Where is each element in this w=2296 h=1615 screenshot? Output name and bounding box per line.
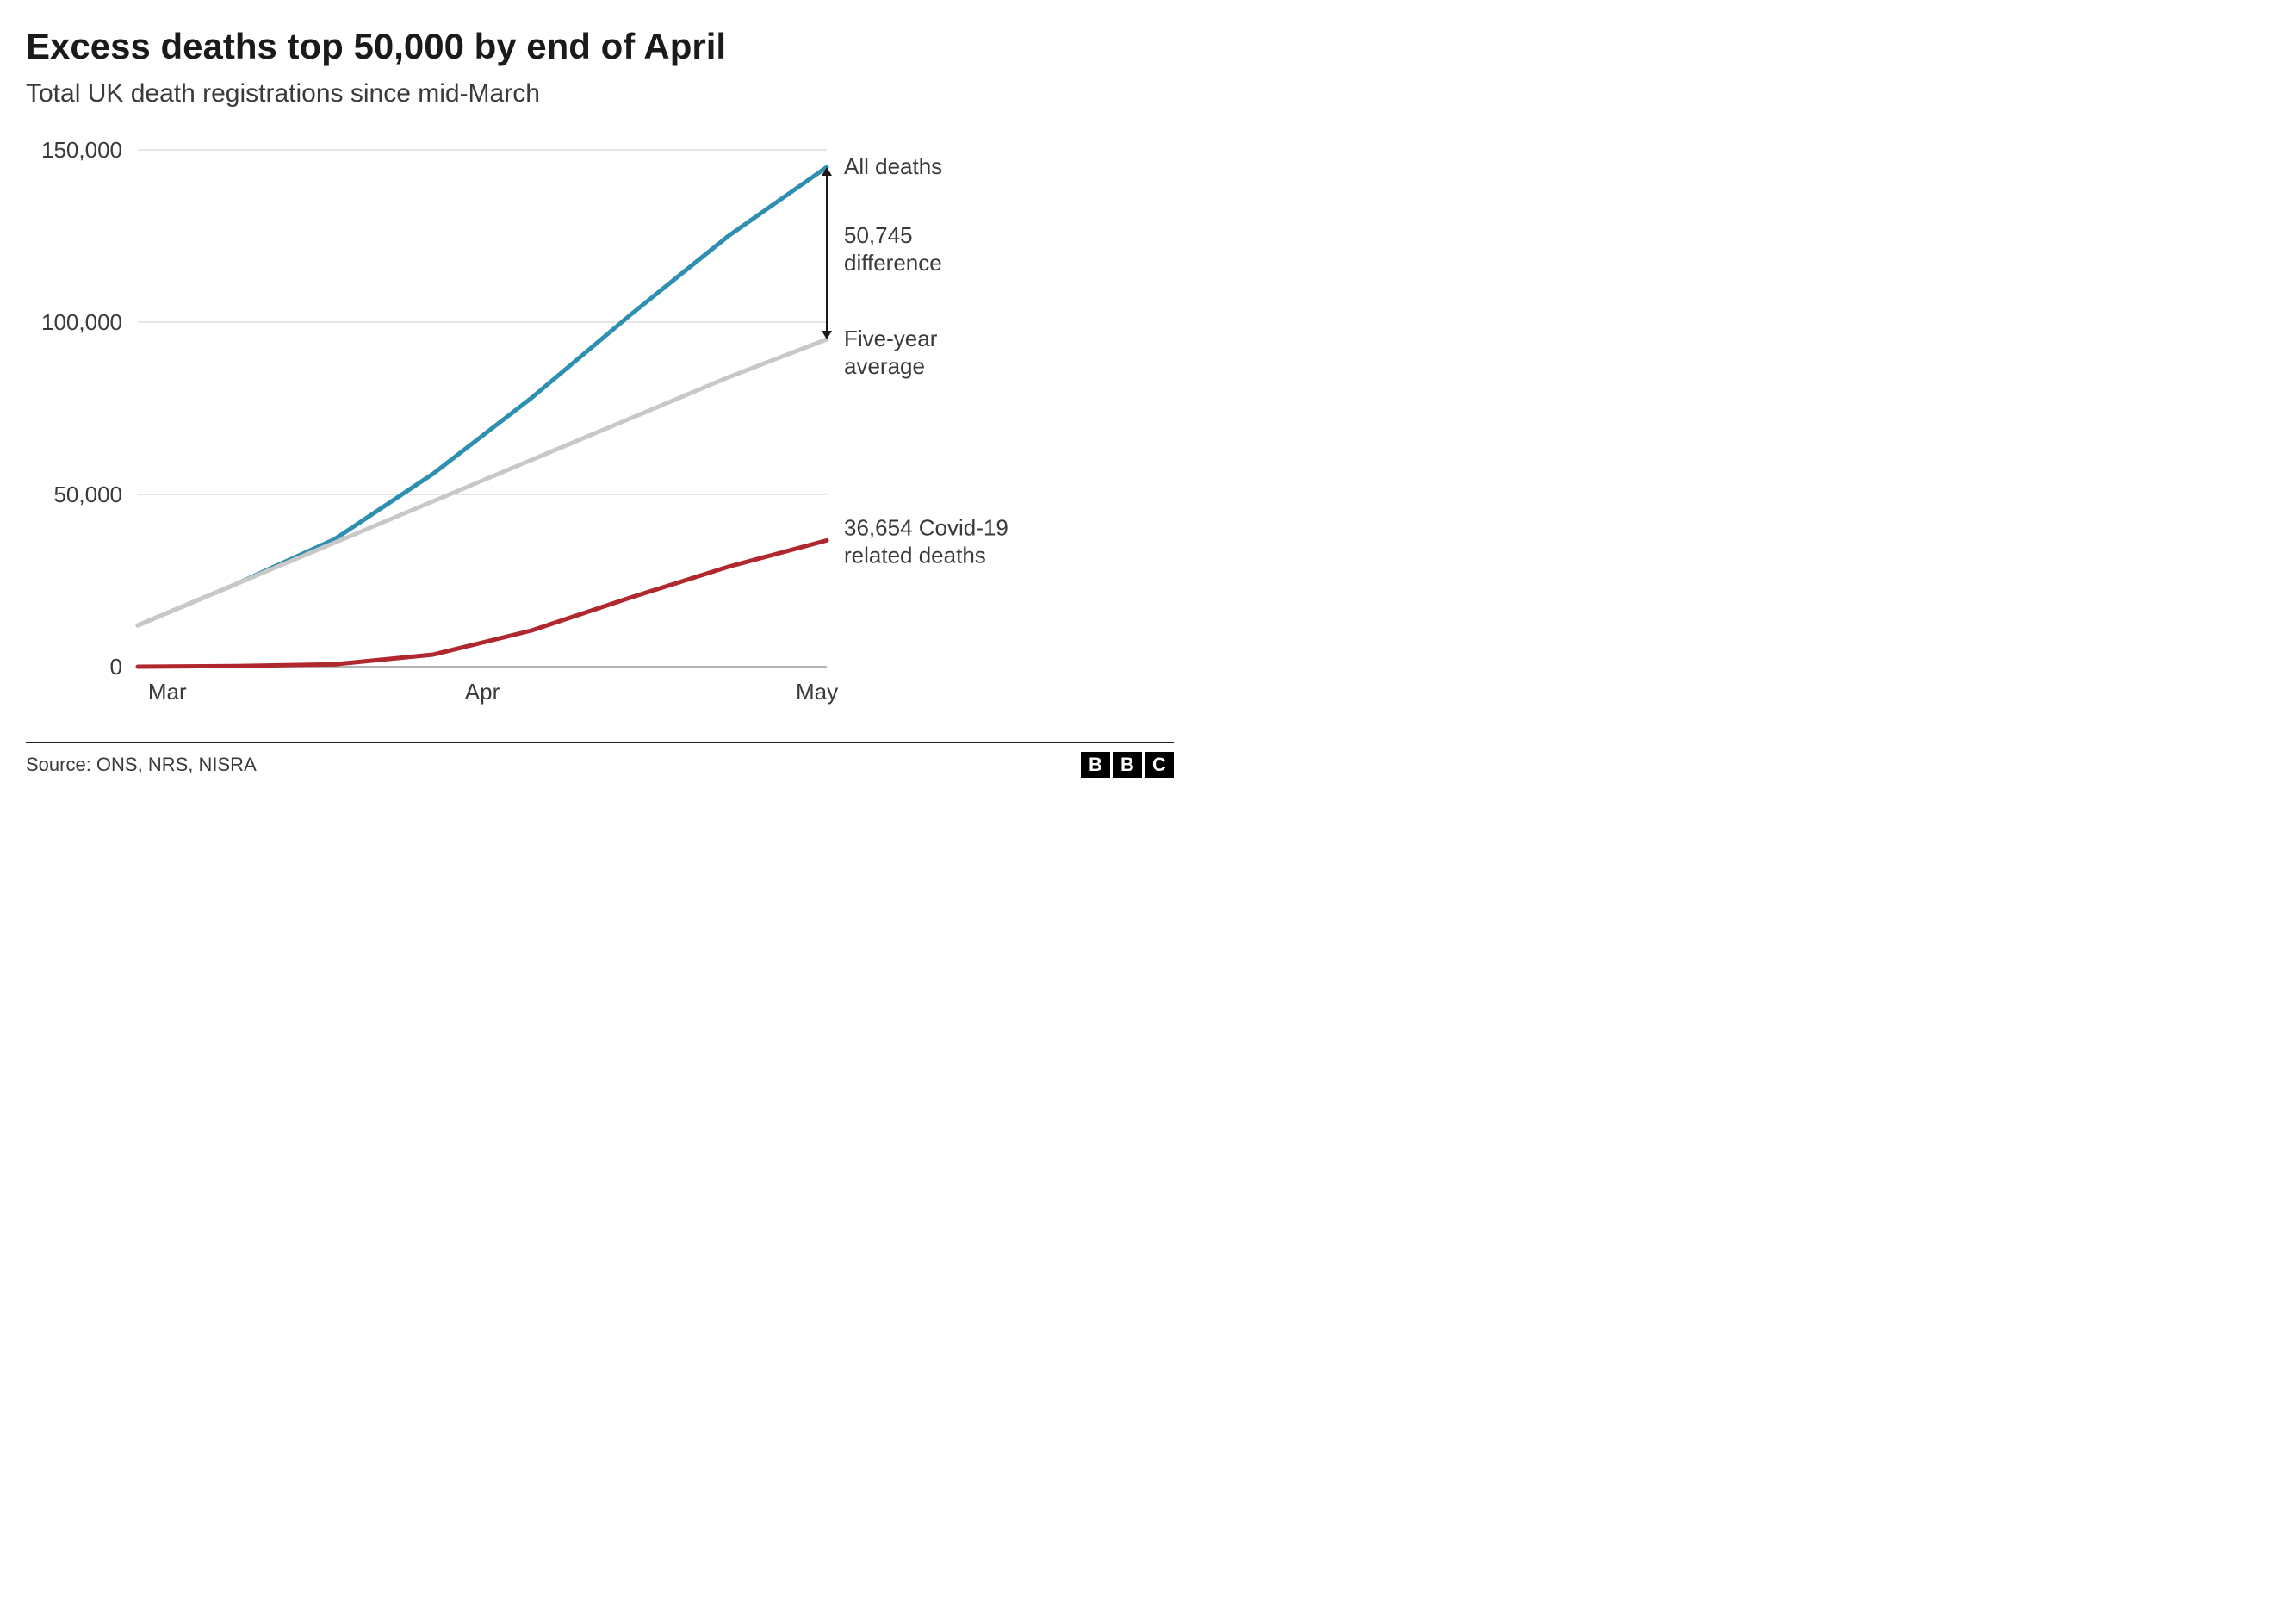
chart-subtitle: Total UK death registrations since mid-M… — [26, 79, 1174, 109]
y-axis-label: 50,000 — [53, 481, 122, 507]
y-axis-label: 0 — [110, 654, 122, 680]
line-chart-svg: 0 50,000 100,000 150,000 Mar Apr May All deaths… — [26, 133, 1174, 736]
chart-title: Excess deaths top 50,000 by end of April — [26, 26, 1174, 67]
x-axis-label: Mar — [148, 679, 187, 705]
bbc-logo-letter: B — [1113, 752, 1142, 778]
chart-container: Excess deaths top 50,000 by end of April… — [26, 26, 1174, 834]
chart-footer: Source: ONS, NRS, NISRA BBC — [26, 742, 1174, 778]
series-line-five_year_avg — [138, 339, 827, 625]
series-label-covid-deaths: related deaths — [844, 542, 986, 568]
x-axis-label: May — [796, 679, 838, 705]
y-axis-label: 100,000 — [41, 309, 122, 335]
difference-label: difference — [844, 250, 942, 276]
series-label-covid-deaths: 36,654 Covid-19 — [844, 514, 1008, 540]
bbc-logo-letter: C — [1145, 752, 1174, 778]
x-axis-label: Apr — [465, 679, 500, 705]
source-text: Source: ONS, NRS, NISRA — [26, 754, 257, 776]
series-label-five-year-avg: average — [844, 353, 925, 379]
y-axis-label: 150,000 — [41, 137, 122, 163]
bbc-logo: BBC — [1081, 752, 1174, 778]
chart-plot-area: 0 50,000 100,000 150,000 Mar Apr May All deaths… — [26, 133, 1174, 736]
series-line-covid_deaths — [138, 540, 827, 667]
series-line-all_deaths — [138, 167, 827, 625]
series-label-five-year-avg: Five-year — [844, 326, 938, 351]
series-label-all-deaths: All deaths — [844, 153, 942, 179]
difference-arrowhead-bottom-icon — [822, 331, 832, 339]
bbc-logo-letter: B — [1081, 752, 1110, 778]
difference-label: 50,745 — [844, 222, 913, 248]
